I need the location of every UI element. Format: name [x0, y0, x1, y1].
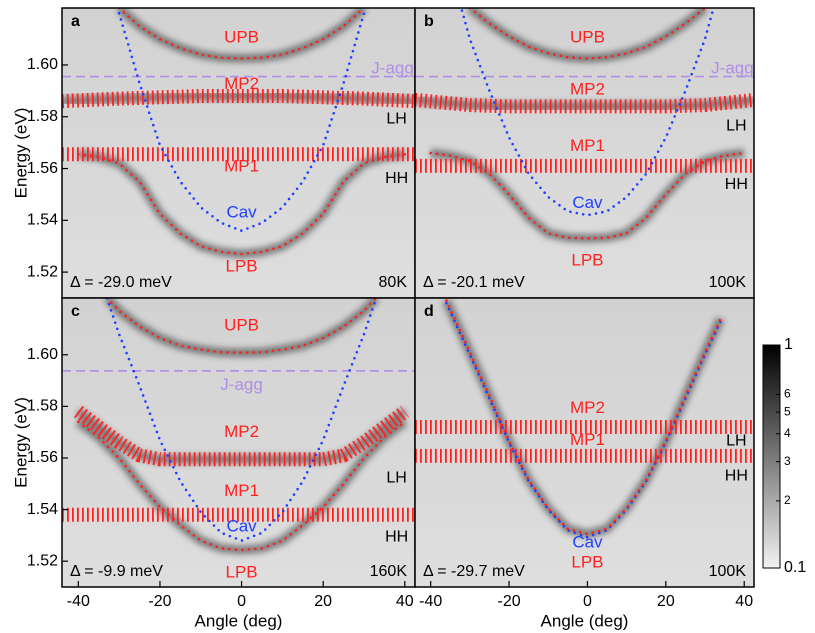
- y-tick-label: 1.52: [27, 263, 58, 280]
- series-label: LPB: [225, 256, 257, 275]
- intensity-band: [415, 95, 754, 111]
- series-label: MP2: [570, 80, 605, 99]
- series-label: MP2: [570, 398, 605, 417]
- panel-letter: d: [424, 303, 434, 320]
- detuning: Δ = -20.1 meV: [423, 274, 525, 291]
- x-axis-label: Angle (deg): [541, 611, 629, 630]
- x-tick-label: 0: [237, 593, 246, 610]
- x-tick-label: -20: [497, 593, 520, 610]
- detuning: Δ = -29.0 meV: [70, 274, 172, 291]
- series-label: UPB: [224, 315, 259, 334]
- colorbar-tick-label: 0.1: [784, 559, 806, 576]
- x-tick-label: -20: [148, 593, 171, 610]
- y-tick-label: 1.52: [27, 552, 58, 569]
- annotation: HH: [385, 170, 408, 187]
- y-axis-label: Energy (eV): [11, 397, 30, 488]
- y-tick-label: 1.54: [27, 212, 58, 229]
- series-line: [74, 405, 410, 467]
- colorbar-tick-label: 6: [784, 387, 791, 401]
- y-tick-label: 1.58: [27, 108, 58, 125]
- series-label: Cav: [572, 193, 603, 212]
- colorbar-tick-label: 3: [784, 454, 791, 468]
- series-line: [445, 299, 722, 536]
- series-label: Cav: [226, 202, 257, 221]
- series-label: LPB: [571, 552, 603, 571]
- x-tick-label: 20: [314, 593, 332, 610]
- series-line: [117, 8, 366, 60]
- x-tick-label: 40: [396, 593, 414, 610]
- annotation: HH: [725, 468, 748, 485]
- series-label: UPB: [224, 27, 259, 46]
- y-axis-label: Energy (eV): [11, 108, 30, 199]
- x-tick-label: -40: [419, 593, 442, 610]
- annotation: HH: [725, 176, 748, 193]
- temperature: 80K: [379, 274, 408, 291]
- series-label: UPB: [570, 27, 605, 46]
- annotation: LH: [386, 111, 406, 128]
- series-line: [77, 420, 407, 552]
- panel-letter: a: [71, 13, 80, 30]
- annotation: LH: [726, 433, 746, 450]
- colorbar: [762, 344, 781, 569]
- series-line: [445, 301, 722, 539]
- plot-area: [415, 8, 754, 243]
- series-line: [77, 153, 407, 256]
- annotation: LH: [726, 118, 746, 135]
- y-tick-label: 1.54: [27, 501, 58, 518]
- series-label: LPB: [225, 563, 257, 582]
- series-label: MP1: [224, 157, 259, 176]
- y-tick-label: 1.56: [27, 160, 58, 177]
- x-axis-label: Angle (deg): [195, 611, 283, 630]
- colorbar-tick-label: 4: [784, 426, 791, 440]
- series-label: J-agg: [220, 375, 263, 394]
- colorbar-tick-label: 1: [784, 336, 793, 353]
- detuning: Δ = -29.7 meV: [423, 563, 525, 580]
- plot-area: [62, 8, 415, 259]
- plot-area: [62, 298, 415, 555]
- series-label: J-agg: [711, 58, 754, 77]
- series-label: MP1: [224, 481, 259, 500]
- colorbar-tick-label: 2: [784, 493, 791, 507]
- series-label: MP1: [570, 136, 605, 155]
- y-tick-label: 1.56: [27, 449, 58, 466]
- panel-frame: [414, 297, 755, 588]
- series-line: [429, 151, 746, 240]
- annotation: LH: [386, 470, 406, 487]
- x-tick-label: 0: [583, 593, 592, 610]
- colorbar-tick-label: 5: [784, 404, 791, 418]
- y-tick-label: 1.60: [27, 56, 58, 73]
- panel-letter: b: [424, 13, 434, 30]
- series-line: [117, 11, 366, 233]
- x-tick-label: 40: [735, 593, 753, 610]
- series-label: J-agg: [371, 58, 414, 77]
- series-line: [62, 89, 415, 109]
- temperature: 160K: [370, 563, 408, 580]
- y-tick-label: 1.60: [27, 346, 58, 363]
- series-line: [468, 8, 707, 60]
- series-label: MP2: [224, 74, 259, 93]
- series-label: Cav: [226, 517, 257, 536]
- x-tick-label: -40: [67, 593, 90, 610]
- detuning: Δ = -9.9 meV: [70, 563, 163, 580]
- series-line: [105, 298, 378, 355]
- series-label: MP2: [224, 422, 259, 441]
- plot-area: [415, 298, 754, 539]
- y-tick-label: 1.58: [27, 398, 58, 415]
- series-line: [105, 298, 378, 542]
- temperature: 100K: [709, 563, 747, 580]
- series-label: MP1: [570, 430, 605, 449]
- annotation: HH: [385, 528, 408, 545]
- series-label: Cav: [572, 533, 603, 552]
- temperature: 100K: [709, 274, 747, 291]
- x-tick-label: 20: [657, 593, 675, 610]
- panel-letter: c: [71, 303, 80, 320]
- series-label: LPB: [571, 250, 603, 269]
